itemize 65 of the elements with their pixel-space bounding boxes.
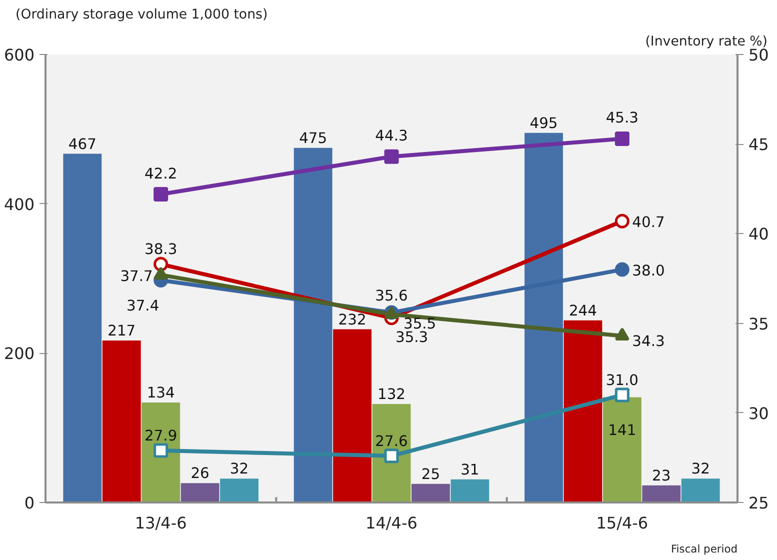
bar bbox=[63, 154, 102, 502]
y-axis-title: (Ordinary storage volume 1,000 tons) bbox=[16, 8, 268, 22]
bar bbox=[450, 479, 490, 502]
data-label: 38.0 bbox=[632, 262, 665, 280]
bar bbox=[220, 478, 258, 502]
bar bbox=[180, 483, 220, 502]
data-label: 27.6 bbox=[375, 432, 408, 450]
point bbox=[384, 448, 399, 464]
data-label: 23 bbox=[652, 467, 671, 484]
data-label: 37.7 bbox=[120, 268, 153, 285]
bar bbox=[681, 478, 720, 502]
data-label: 40.7 bbox=[632, 214, 665, 232]
y2-tick-label: 30 bbox=[748, 404, 769, 423]
bar bbox=[372, 404, 411, 502]
point bbox=[154, 443, 168, 458]
y-tick-label: 600 bbox=[4, 46, 35, 64]
data-label: 32 bbox=[230, 460, 249, 478]
bar bbox=[412, 484, 450, 502]
point bbox=[154, 256, 168, 272]
bar bbox=[564, 320, 602, 502]
bar bbox=[102, 340, 141, 502]
data-label: 44.3 bbox=[375, 128, 408, 145]
y-tick-label: 400 bbox=[4, 194, 35, 214]
x-tick-label: 15/4-6 bbox=[596, 514, 648, 532]
data-label: 42.2 bbox=[144, 165, 178, 182]
data-label: 31 bbox=[460, 461, 480, 478]
bar bbox=[642, 485, 681, 502]
bar bbox=[602, 397, 642, 502]
data-label: 34.3 bbox=[632, 332, 665, 350]
data-label: 26 bbox=[190, 465, 210, 482]
data-label: 495 bbox=[530, 114, 558, 132]
y2-tick-label: 40 bbox=[748, 224, 769, 244]
point bbox=[614, 388, 630, 402]
data-label: 38.3 bbox=[144, 241, 178, 258]
data-label: 467 bbox=[68, 136, 96, 153]
y2-tick-label: 45 bbox=[748, 135, 769, 154]
point bbox=[614, 262, 630, 277]
x-axis-title: Fiscal period bbox=[670, 542, 738, 556]
data-label: 27.9 bbox=[144, 428, 178, 445]
y2-tick-label: 35 bbox=[748, 314, 769, 334]
x-tick-label: 14/4-6 bbox=[366, 514, 418, 532]
data-label: 132 bbox=[378, 386, 406, 403]
point bbox=[614, 131, 630, 146]
data-label: 141 bbox=[608, 422, 636, 440]
data-label: 217 bbox=[108, 322, 136, 340]
bar bbox=[142, 402, 180, 502]
data-label: 35.6 bbox=[375, 288, 408, 305]
data-label: 31.0 bbox=[606, 372, 638, 389]
x-tick-label: 13/4-6 bbox=[134, 514, 187, 532]
bar bbox=[333, 329, 372, 502]
data-label: 37.4 bbox=[126, 297, 160, 314]
data-label: 25 bbox=[421, 466, 440, 483]
data-label: 32 bbox=[691, 460, 710, 478]
data-label: 45.3 bbox=[606, 110, 638, 127]
y2-axis-title: (Inventory rate %) bbox=[645, 34, 768, 50]
data-label: 134 bbox=[146, 384, 175, 402]
data-label: 232 bbox=[338, 311, 366, 328]
point bbox=[614, 214, 630, 228]
y2-tick-label: 25 bbox=[748, 494, 769, 512]
y-tick-label: 0 bbox=[24, 494, 35, 512]
point bbox=[154, 187, 168, 202]
data-label: 475 bbox=[299, 130, 328, 147]
y-tick-label: 200 bbox=[4, 344, 35, 364]
point bbox=[384, 149, 399, 164]
data-label: 244 bbox=[568, 302, 597, 320]
